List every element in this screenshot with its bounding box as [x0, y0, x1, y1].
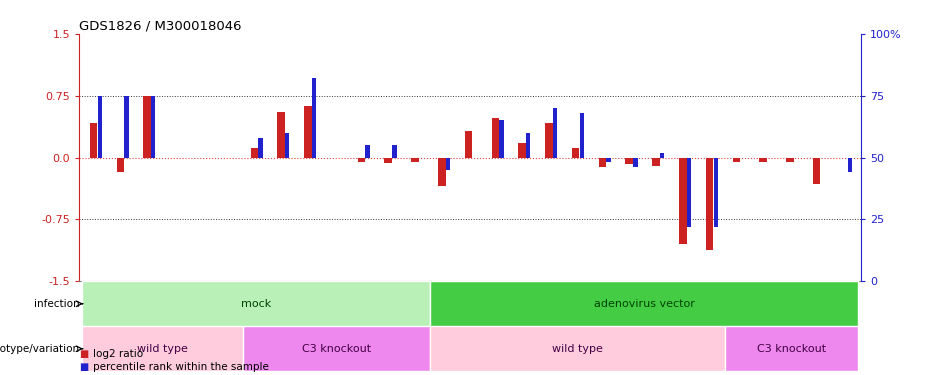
Bar: [786, 158, 794, 162]
Text: ■: ■: [79, 349, 88, 359]
Bar: [813, 158, 820, 184]
Bar: [724, 326, 858, 371]
Bar: [446, 158, 450, 170]
Text: log2 ratio: log2 ratio: [93, 349, 143, 359]
Bar: [553, 108, 557, 158]
Bar: [526, 133, 531, 158]
Bar: [312, 78, 317, 158]
Bar: [438, 158, 446, 186]
Bar: [304, 106, 312, 158]
Text: percentile rank within the sample: percentile rank within the sample: [93, 362, 269, 372]
Text: GDS1826 / M300018046: GDS1826 / M300018046: [79, 20, 242, 33]
Bar: [580, 113, 584, 158]
Bar: [430, 326, 724, 371]
Bar: [366, 145, 370, 158]
Bar: [90, 123, 98, 158]
Bar: [492, 118, 499, 158]
Bar: [125, 96, 128, 158]
Bar: [706, 158, 713, 250]
Bar: [277, 112, 285, 158]
Bar: [465, 131, 472, 158]
Bar: [285, 133, 290, 158]
Bar: [713, 158, 718, 227]
Bar: [733, 158, 740, 162]
Bar: [98, 96, 101, 158]
Bar: [499, 120, 504, 158]
Bar: [82, 326, 242, 371]
Bar: [143, 96, 151, 158]
Text: wild type: wild type: [137, 344, 188, 354]
Bar: [242, 326, 430, 371]
Text: C3 knockout: C3 knockout: [757, 344, 826, 354]
Text: ■: ■: [79, 362, 88, 372]
Bar: [687, 158, 691, 227]
Bar: [760, 158, 767, 162]
Bar: [358, 158, 365, 162]
Bar: [679, 158, 686, 244]
Bar: [633, 158, 638, 167]
Bar: [599, 158, 606, 167]
Text: mock: mock: [241, 299, 271, 309]
Bar: [546, 123, 553, 158]
Bar: [82, 281, 430, 326]
Bar: [116, 158, 124, 172]
Text: C3 knockout: C3 knockout: [302, 344, 371, 354]
Bar: [606, 158, 611, 162]
Text: wild type: wild type: [552, 344, 602, 354]
Bar: [151, 96, 155, 158]
Text: genotype/variation: genotype/variation: [0, 344, 80, 354]
Text: infection: infection: [34, 299, 80, 309]
Bar: [430, 281, 858, 326]
Bar: [847, 158, 852, 172]
Bar: [572, 148, 579, 158]
Bar: [519, 142, 526, 158]
Bar: [258, 138, 263, 158]
Text: adenovirus vector: adenovirus vector: [594, 299, 695, 309]
Bar: [660, 153, 665, 158]
Bar: [392, 145, 397, 158]
Bar: [626, 158, 633, 164]
Bar: [385, 158, 392, 163]
Bar: [653, 158, 660, 166]
Bar: [250, 148, 258, 158]
Bar: [412, 158, 419, 162]
